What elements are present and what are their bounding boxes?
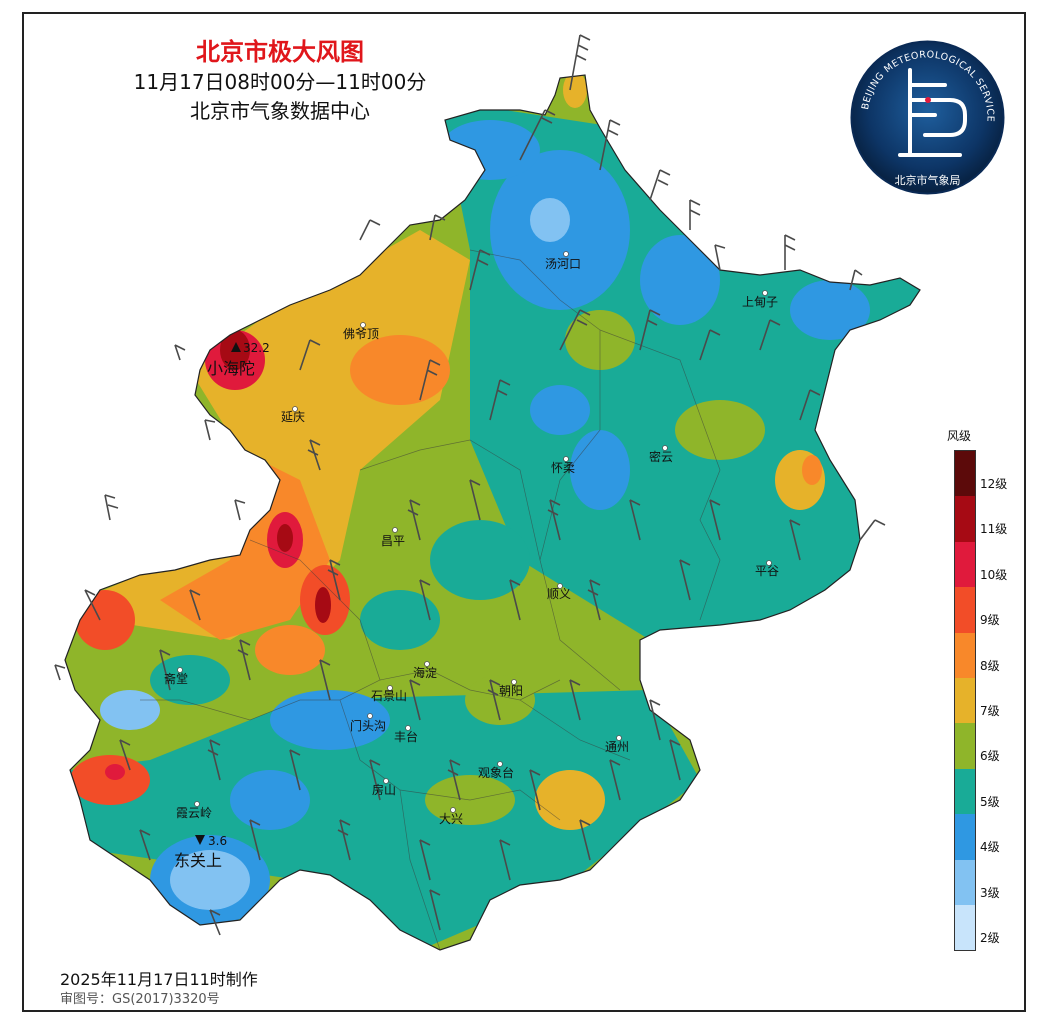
place-miyun: 密云 — [649, 449, 673, 464]
logo-emblem-icon — [898, 68, 967, 157]
legend-swatch — [955, 451, 975, 497]
extreme-max: 32.2 小海陀 — [207, 341, 270, 378]
production-date: 2025年11月17日11时制作 — [60, 970, 258, 989]
legend-label: 10级 — [980, 567, 1008, 582]
legend-swatch — [955, 723, 975, 769]
place-changping: 昌平 — [381, 534, 405, 548]
legend-label: 7级 — [980, 703, 1000, 718]
map-title: 北京市极大风图 — [196, 38, 364, 66]
wind-level-fill — [65, 75, 920, 950]
producer: 北京市气象数据中心 — [190, 99, 370, 123]
place-haidian: 海淀 — [413, 665, 437, 680]
place-shangdianzi: 上甸子 — [742, 295, 778, 309]
min-triangle-icon — [195, 835, 205, 845]
beijing-meteorological-service-logo: BEIJING METEOROLOGICAL SERVICE 北京市气象局 — [850, 40, 1005, 195]
legend-swatch — [955, 587, 975, 633]
legend-swatch — [955, 768, 975, 815]
legend-label: 8级 — [980, 658, 1000, 673]
legend-swatch — [955, 859, 975, 905]
legend-label: 3级 — [980, 885, 1000, 900]
legend-swatch — [955, 632, 975, 678]
legend-title: 风级 — [947, 429, 972, 443]
place-pinggu: 平谷 — [755, 564, 779, 578]
legend-label: 11级 — [980, 522, 1008, 537]
place-chaoyang: 朝阳 — [499, 684, 523, 698]
place-labels: 汤河口 上甸子 佛爷顶 延庆 怀柔 密云 昌平 平谷 顺义 斋堂 海淀 朝阳 石… — [164, 257, 779, 826]
legend-label: 6级 — [980, 749, 1000, 764]
min-value: 3.6 — [208, 834, 227, 848]
place-guanxiangtai: 观象台 — [478, 765, 514, 780]
place-shunyi: 顺义 — [547, 587, 571, 601]
district-boundaries — [140, 249, 721, 951]
place-yanqing: 延庆 — [281, 410, 305, 424]
place-mentougou: 门头沟 — [350, 718, 386, 733]
place-tanghekou: 汤河口 — [545, 257, 581, 271]
wind-barbs — [54, 34, 886, 936]
max-triangle-icon — [231, 342, 241, 352]
place-zhaitang: 斋堂 — [164, 671, 188, 686]
legend-swatch — [955, 814, 975, 860]
place-xiayunling: 霞云岭 — [176, 806, 212, 820]
time-range: 11月17日08时00分—11时00分 — [133, 70, 427, 94]
place-shijingshan: 石景山 — [371, 689, 407, 703]
place-fangshan: 房山 — [372, 782, 396, 797]
extreme-min: 3.6 东关上 — [174, 834, 227, 870]
place-foyeding: 佛爷顶 — [343, 327, 379, 341]
min-station: 东关上 — [174, 851, 222, 870]
max-value: 32.2 — [243, 341, 270, 355]
legend-swatch — [955, 496, 975, 542]
svg-text:北京市气象局: 北京市气象局 — [895, 173, 961, 187]
legend-label: 9级 — [980, 613, 1000, 628]
place-fengtai: 丰台 — [394, 729, 418, 744]
legend-swatch — [955, 677, 975, 724]
legend-label: 12级 — [980, 477, 1008, 491]
legend-label: 2级 — [980, 930, 1000, 945]
legend-swatch — [955, 904, 975, 951]
max-station: 小海陀 — [207, 359, 255, 378]
legend-labels: 12级 11级 10级 9级 8级 7级 6级 5级 4级 3级 2级 — [980, 450, 1007, 949]
place-huairou: 怀柔 — [551, 461, 575, 475]
station-markers — [177, 251, 772, 813]
place-daxing: 大兴 — [439, 812, 463, 826]
approval-number: 审图号：GS(2017)3320号 — [60, 992, 220, 1007]
legend-label: 5级 — [980, 794, 1000, 809]
legend-swatch — [955, 541, 975, 588]
legend-label: 4级 — [980, 840, 1000, 855]
wind-level-legend — [954, 450, 976, 952]
place-tongzhou: 通州 — [605, 740, 629, 754]
